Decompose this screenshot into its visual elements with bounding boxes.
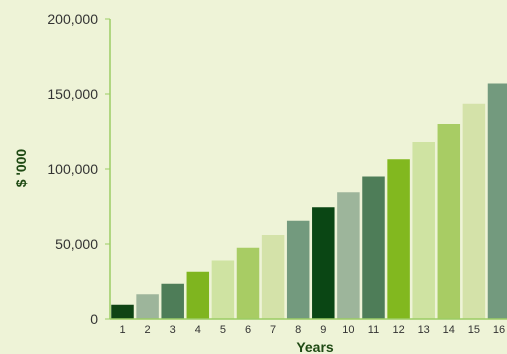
bars: [111, 83, 507, 319]
bar: [136, 294, 159, 319]
bar: [312, 207, 335, 319]
x-axis-title: Years: [296, 339, 334, 354]
x-axis-labels: 1 2 3 4 5 6 7 8 9 10 11 12 13 14 15 16: [119, 324, 505, 336]
x-tick-label: 3: [170, 324, 176, 336]
bar: [161, 283, 184, 319]
bar: [286, 220, 310, 319]
bar: [261, 235, 285, 319]
x-tick-label: 7: [270, 324, 276, 336]
x-tick-label: 9: [320, 324, 326, 336]
y-tick-label: 100,000: [47, 161, 98, 177]
bar: [362, 176, 385, 319]
x-tick-label: 1: [119, 324, 125, 336]
x-tick-label: 5: [220, 324, 226, 336]
bar: [437, 124, 461, 319]
bar: [462, 103, 486, 319]
x-tick-label: 8: [295, 324, 301, 336]
x-tick-label: 6: [245, 324, 251, 336]
bar: [337, 192, 360, 319]
bar: [186, 271, 210, 319]
x-tick-label: 15: [468, 324, 480, 336]
x-tick-label: 16: [493, 324, 505, 336]
y-tick-label: 50,000: [55, 236, 98, 252]
x-tick-label: 13: [418, 324, 430, 336]
x-tick-label: 4: [195, 324, 201, 336]
bar: [387, 159, 410, 319]
bar: [211, 260, 235, 319]
y-tick-label: 150,000: [47, 86, 98, 102]
bar: [111, 304, 134, 319]
x-tick-label: 12: [392, 324, 404, 336]
y-tick-label: 0: [90, 311, 98, 327]
x-tick-label: 14: [443, 324, 455, 336]
bar: [236, 247, 260, 319]
x-tick-label: 10: [342, 324, 354, 336]
bar: [487, 83, 507, 319]
y-axis-ticks: 0 50,000 100,000 150,000 200,000: [47, 11, 110, 327]
x-tick-label: 11: [368, 324, 379, 336]
bar: [412, 142, 435, 319]
x-tick-label: 2: [145, 324, 151, 336]
y-tick-label: 200,000: [47, 11, 98, 27]
y-axis-title: $ '000: [13, 149, 29, 188]
